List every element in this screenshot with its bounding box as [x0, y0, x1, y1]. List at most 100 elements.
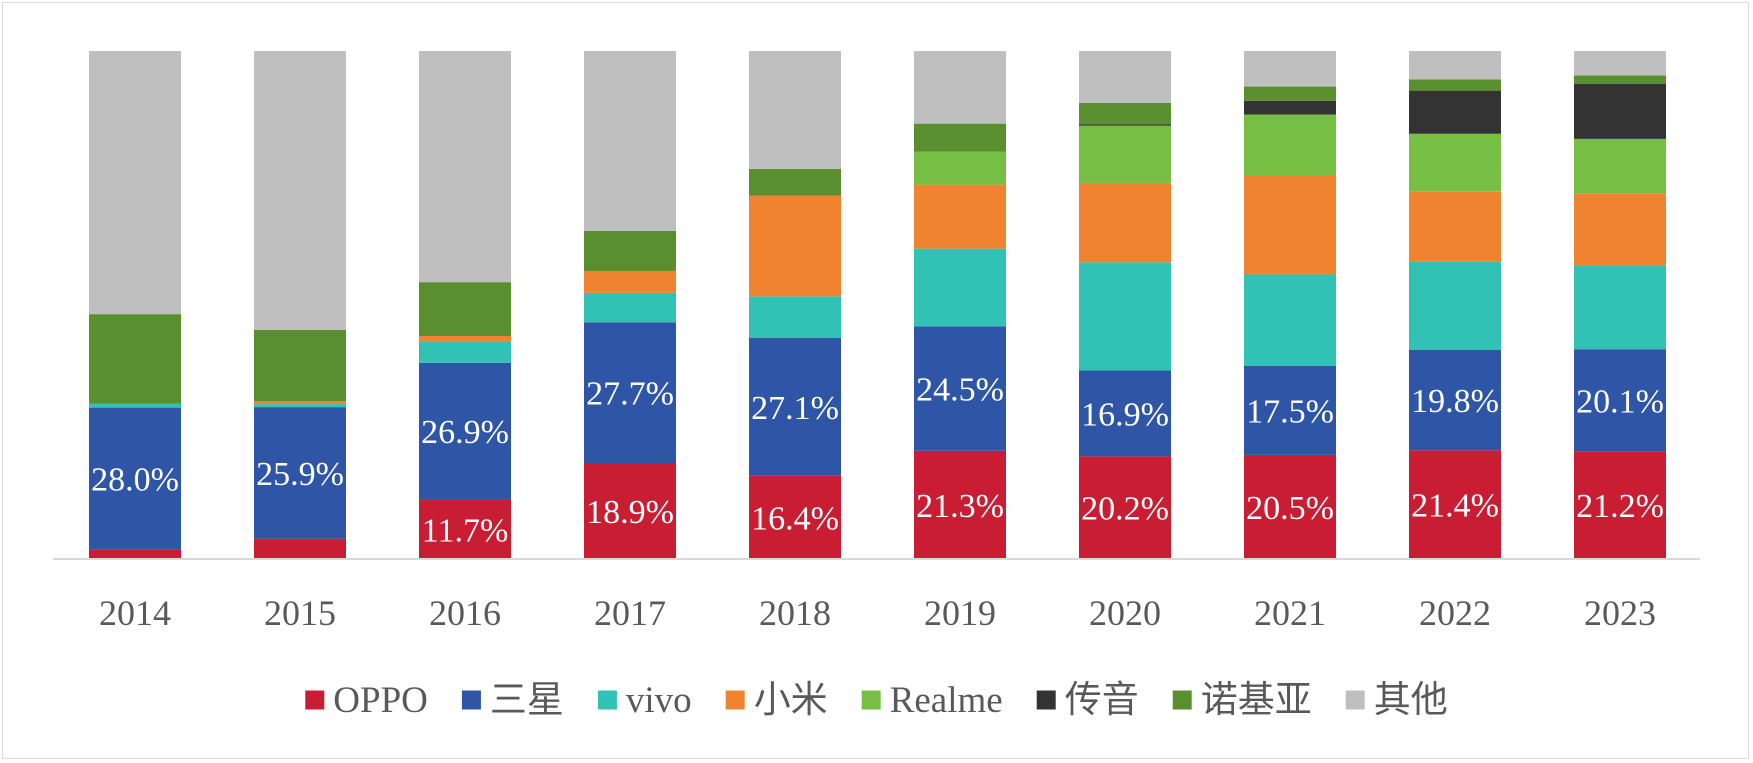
legend-swatch-诺基亚: [1172, 690, 1192, 710]
bar-segment-vivo-2020: [1079, 262, 1171, 371]
data-label-三星-2014: 28.0%: [91, 462, 179, 499]
bar-segment-传音-2020: [1079, 124, 1171, 126]
x-tick-label-2023: 2023: [1584, 593, 1656, 633]
bar-segment-OPPO-2020: [1079, 456, 1171, 559]
bar-segment-诺基亚-2018: [749, 168, 841, 196]
bar-segment-小米-2017: [584, 270, 676, 293]
bar-segment-小米-2015: [254, 401, 346, 405]
data-label-OPPO-2021: 20.5%: [1246, 490, 1334, 527]
legend-swatch-小米: [725, 690, 745, 710]
x-tick-label-2014: 2014: [99, 593, 171, 633]
legend-label-OPPO: OPPO: [333, 680, 428, 721]
bar-segment-vivo-2019: [914, 248, 1006, 327]
data-label-三星-2018: 27.1%: [751, 390, 839, 427]
bar-segment-三星-2019: [914, 326, 1006, 451]
data-label-三星-2022: 19.8%: [1411, 383, 1499, 420]
bar-segment-其他-2014: [89, 51, 181, 315]
bar-segment-三星-2014: [89, 407, 181, 550]
legend: OPPO 三星 vivo 小米 Realme 传音 诺基亚 其他: [305, 679, 1448, 721]
bar-segment-vivo-2023: [1574, 265, 1666, 350]
bar-segment-其他-2023: [1574, 51, 1666, 76]
bar-segment-Realme-2019: [914, 151, 1006, 185]
bar-segment-三星-2016: [419, 362, 511, 500]
bar-segment-其他-2017: [584, 51, 676, 231]
stacked-bar-chart: 28.0% 25.9% 11.7% 26.9% 18.9% 27.7% 16.4% 27.1%…: [53, 51, 1700, 721]
bar-segment-Realme-2020: [1079, 125, 1171, 184]
data-label-三星-2021: 17.5%: [1246, 393, 1334, 430]
bar-segment-三星-2023: [1574, 349, 1666, 452]
bar-segment-小米-2019: [914, 184, 1006, 249]
bar-segment-OPPO-2015: [254, 538, 346, 559]
bar-segment-诺基亚-2023: [1574, 75, 1666, 85]
bar-segment-诺基亚-2019: [914, 123, 1006, 152]
x-tick-labels: 2014 2015 2016 2017 2018 2019 2020 2021 2022 2023: [99, 593, 1656, 633]
legend-swatch-三星: [461, 690, 481, 710]
bar-segment-其他-2020: [1079, 51, 1171, 103]
legend-swatch-其他: [1345, 690, 1365, 710]
bar-segment-OPPO-2017: [584, 462, 676, 559]
x-tick-label-2021: 2021: [1254, 593, 1326, 633]
bar-segment-诺基亚-2021: [1244, 86, 1336, 101]
bar-segment-小米-2021: [1244, 175, 1336, 275]
bar-segment-OPPO-2018: [749, 475, 841, 559]
bar-segment-诺基亚-2017: [584, 230, 676, 271]
bar-segment-其他-2022: [1409, 51, 1501, 80]
legend-swatch-传音: [1036, 690, 1056, 710]
bar-segment-三星-2020: [1079, 370, 1171, 457]
data-label-三星-2019: 24.5%: [916, 372, 1004, 409]
x-tick-label-2016: 2016: [429, 593, 501, 633]
bar-segment-Realme-2022: [1409, 133, 1501, 192]
data-label-OPPO-2019: 21.3%: [916, 488, 1004, 525]
bar-segment-传音-2023: [1574, 84, 1666, 139]
bar-segment-OPPO-2023: [1574, 451, 1666, 559]
legend-swatch-OPPO: [305, 690, 325, 710]
bar-segment-OPPO-2019: [914, 450, 1006, 559]
bar-segment-小米-2020: [1079, 183, 1171, 263]
bar-segment-三星-2021: [1244, 365, 1336, 455]
data-label-OPPO-2016: 11.7%: [422, 512, 509, 549]
bar-segment-三星-2022: [1409, 349, 1501, 451]
x-tick-label-2020: 2020: [1089, 593, 1161, 633]
bar-segment-OPPO-2014: [89, 549, 181, 559]
data-label-三星-2020: 16.9%: [1081, 396, 1169, 433]
bar-segment-vivo-2021: [1244, 274, 1336, 366]
data-label-OPPO-2023: 21.2%: [1576, 488, 1664, 525]
data-label-OPPO-2018: 16.4%: [751, 500, 839, 537]
legend-swatch-vivo: [597, 690, 617, 710]
bar-segment-诺基亚-2016: [419, 282, 511, 336]
bar-segment-三星-2017: [584, 322, 676, 463]
bar-segment-传音-2022: [1409, 90, 1501, 134]
bar-segment-其他-2018: [749, 51, 841, 169]
legend-label-Realme: Realme: [890, 680, 1003, 721]
bar-segment-vivo-2015: [254, 404, 346, 408]
bar-segment-其他-2019: [914, 51, 1006, 124]
bar-segment-诺基亚-2014: [89, 314, 181, 404]
legend-label-三星: 三星: [490, 680, 564, 721]
bar-segment-小米-2018: [749, 195, 841, 297]
data-labels-layer: 28.0% 25.9% 11.7% 26.9% 18.9% 27.7% 16.4% 27.1%…: [91, 372, 1664, 550]
bar-segment-小米-2022: [1409, 191, 1501, 262]
bar-segment-OPPO-2016: [419, 499, 511, 559]
data-label-OPPO-2022: 21.4%: [1411, 488, 1499, 525]
data-label-OPPO-2017: 18.9%: [586, 494, 674, 531]
bar-segment-vivo-2014: [89, 403, 181, 408]
bar-segment-诺基亚-2020: [1079, 102, 1171, 125]
bar-segment-小米-2023: [1574, 193, 1666, 266]
bar-segment-vivo-2017: [584, 292, 676, 323]
bar-segment-诺基亚-2015: [254, 329, 346, 402]
legend-swatch-Realme: [861, 690, 881, 710]
bar-segment-vivo-2016: [419, 341, 511, 363]
bars-layer: [89, 51, 1666, 559]
bar-segment-vivo-2022: [1409, 261, 1501, 350]
x-tick-label-2022: 2022: [1419, 593, 1491, 633]
legend-label-小米: 小米: [754, 680, 828, 721]
bar-segment-OPPO-2021: [1244, 454, 1336, 559]
x-tick-label-2015: 2015: [264, 593, 336, 633]
legend-label-vivo: vivo: [626, 680, 692, 721]
x-tick-label-2017: 2017: [594, 593, 666, 633]
legend-label-诺基亚: 诺基亚: [1201, 680, 1312, 721]
data-label-三星-2015: 25.9%: [256, 456, 344, 493]
bar-segment-其他-2015: [254, 51, 346, 330]
bar-segment-其他-2021: [1244, 51, 1336, 87]
